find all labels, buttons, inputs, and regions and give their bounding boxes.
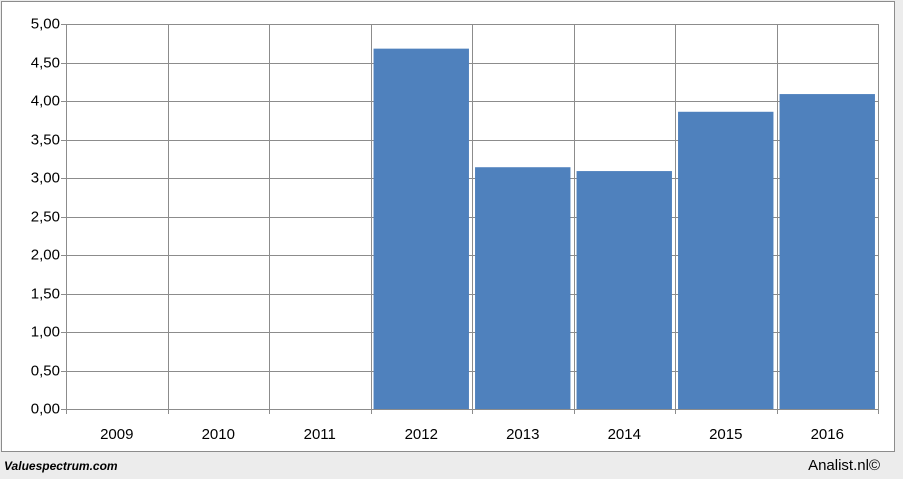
y-tick-label: 3,50 bbox=[31, 131, 60, 148]
y-tick-label: 2,00 bbox=[31, 246, 60, 263]
bar bbox=[373, 48, 469, 409]
bar bbox=[475, 167, 571, 409]
y-tick-label: 0,00 bbox=[31, 400, 60, 417]
footer-left: Valuespectrum.com bbox=[4, 459, 118, 473]
footer-right: Analist.nl© bbox=[808, 457, 880, 474]
y-tick-label: 3,00 bbox=[31, 169, 60, 186]
x-tick-label: 2011 bbox=[304, 426, 336, 443]
bar bbox=[576, 171, 672, 409]
x-tick-label: 2014 bbox=[608, 426, 641, 443]
y-tick-label: 2,50 bbox=[31, 208, 60, 225]
x-tick-label: 2015 bbox=[709, 426, 742, 443]
y-tick-label: 4,00 bbox=[31, 92, 60, 109]
y-tick-label: 4,50 bbox=[31, 54, 60, 71]
x-tick-label: 2009 bbox=[100, 426, 133, 443]
y-tick-label: 1,50 bbox=[31, 285, 60, 302]
bar bbox=[779, 94, 875, 409]
bar bbox=[678, 111, 774, 409]
y-tick-label: 0,50 bbox=[31, 362, 60, 379]
x-tick-label: 2010 bbox=[202, 426, 235, 443]
x-tick-label: 2016 bbox=[811, 426, 844, 443]
y-tick-label: 5,00 bbox=[31, 15, 60, 32]
x-tick-label: 2013 bbox=[506, 426, 539, 443]
x-tick-label: 2012 bbox=[405, 426, 438, 443]
y-tick-label: 1,00 bbox=[31, 323, 60, 340]
